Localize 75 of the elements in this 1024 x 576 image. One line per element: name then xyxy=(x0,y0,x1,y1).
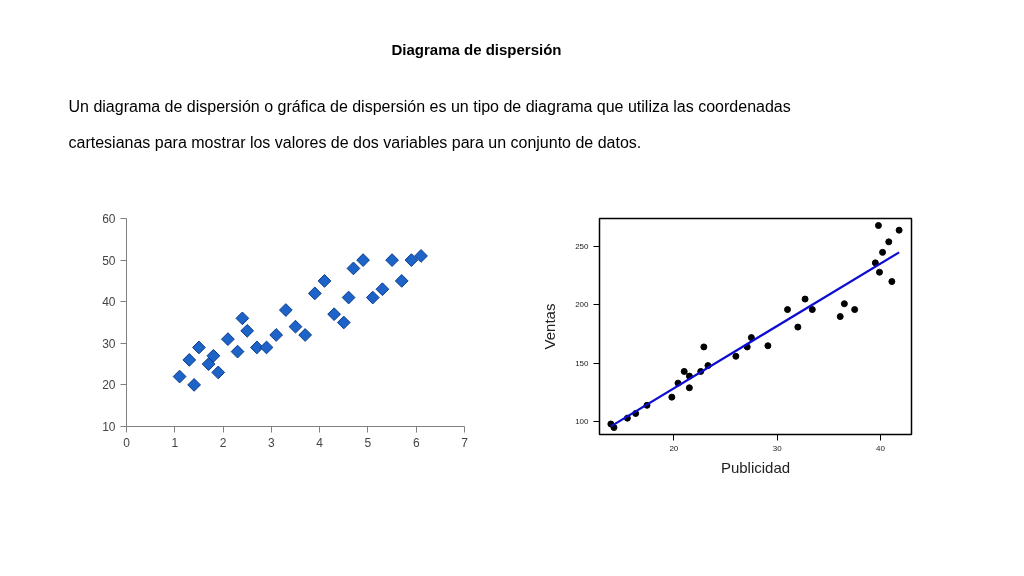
point xyxy=(680,367,688,375)
x-tick-label: 0 xyxy=(123,435,131,450)
x-tick-label: 1 xyxy=(171,435,179,450)
point xyxy=(784,306,792,314)
point xyxy=(211,365,226,380)
point xyxy=(840,300,848,308)
point xyxy=(375,282,390,297)
point xyxy=(888,278,896,286)
x-tick-label: 4 xyxy=(316,435,324,450)
point xyxy=(874,222,882,229)
point xyxy=(851,306,859,314)
point xyxy=(288,319,303,334)
point xyxy=(668,393,676,401)
point xyxy=(879,248,887,256)
x-tick-label: 20 xyxy=(669,443,679,453)
y-tick-label: 20 xyxy=(102,378,116,393)
point xyxy=(172,369,187,384)
point xyxy=(201,357,216,371)
x-tick-label: 6 xyxy=(412,435,420,450)
point xyxy=(298,328,313,342)
point xyxy=(317,274,332,288)
point xyxy=(336,315,351,330)
point xyxy=(341,290,356,305)
point xyxy=(192,340,206,355)
point xyxy=(732,352,740,360)
point xyxy=(414,249,428,263)
point xyxy=(747,334,755,342)
point xyxy=(801,295,809,303)
point xyxy=(808,306,816,314)
point xyxy=(895,226,903,234)
point xyxy=(700,343,708,351)
point xyxy=(356,253,370,267)
y-tick-label: 30 xyxy=(102,336,116,351)
point xyxy=(269,328,284,342)
y-tick-label: 60 xyxy=(102,212,116,226)
y-tick-label: 10 xyxy=(102,420,116,434)
point xyxy=(385,253,399,267)
y-axis-title: Ventas xyxy=(541,303,559,350)
y-tick-label: 150 xyxy=(575,358,590,368)
point xyxy=(365,290,380,305)
point xyxy=(394,274,409,288)
x-tick-label: 30 xyxy=(772,443,783,453)
point xyxy=(259,340,274,355)
y-tick-label: 200 xyxy=(575,300,590,310)
point xyxy=(187,378,201,392)
y-tick-label: 50 xyxy=(102,253,116,268)
point xyxy=(307,286,322,301)
point xyxy=(404,253,419,267)
point xyxy=(871,259,879,267)
x-tick-label: 5 xyxy=(364,435,372,450)
point xyxy=(875,268,883,276)
point xyxy=(230,344,245,359)
text: Diagrama de dispersión xyxy=(391,41,562,58)
y-tick-label: 100 xyxy=(575,417,590,427)
x-tick-label: 2 xyxy=(219,435,227,450)
point xyxy=(836,313,844,321)
point xyxy=(764,342,772,350)
point xyxy=(794,323,802,331)
x-axis-title: Publicidad xyxy=(720,458,791,476)
point xyxy=(206,348,221,363)
point xyxy=(327,307,341,322)
point xyxy=(240,323,255,338)
text: Un diagrama de dispersión o gráfica de dispersión es un tipo de diagrama que utiliza las coordenadas cartesianas para mostrar los valores de dos variables para un conjunto de datos. xyxy=(68,98,791,151)
x-tick-label: 40 xyxy=(876,443,886,453)
point xyxy=(885,238,893,246)
point xyxy=(235,311,250,326)
point xyxy=(278,303,293,317)
y-tick-label: 250 xyxy=(575,242,590,252)
x-tick-label: 3 xyxy=(268,435,276,450)
point xyxy=(346,261,361,276)
point xyxy=(221,332,235,346)
point xyxy=(685,384,693,392)
y-tick-label: 40 xyxy=(102,295,116,310)
x-tick-label: 7 xyxy=(461,435,469,450)
point xyxy=(182,353,197,367)
